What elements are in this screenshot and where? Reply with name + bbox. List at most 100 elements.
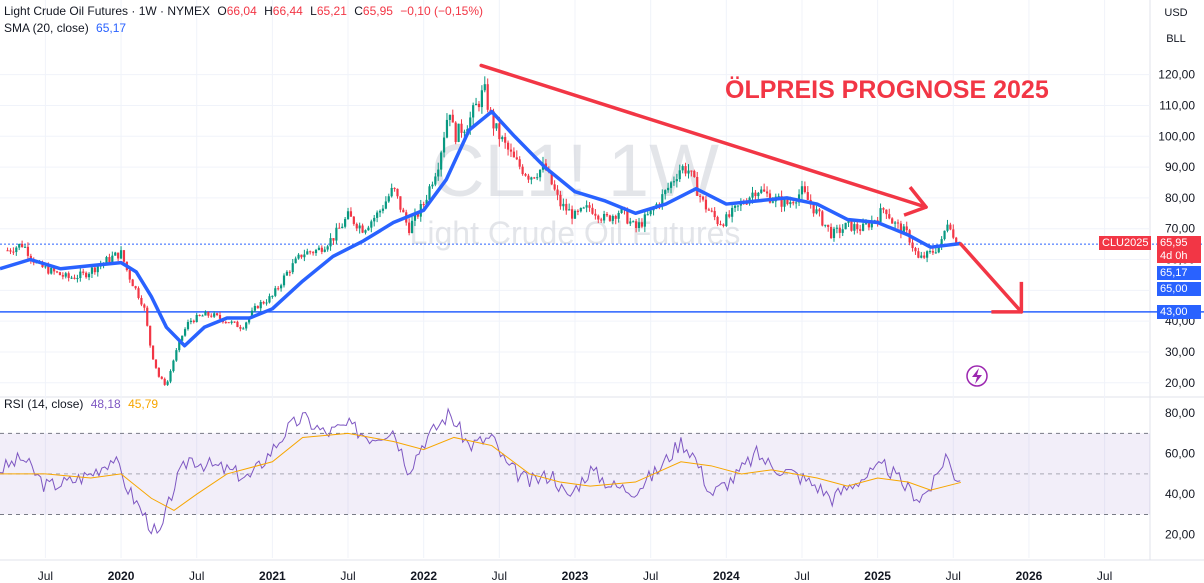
- candle-body: [175, 350, 178, 361]
- candle-body: [67, 273, 70, 278]
- candle-body: [824, 224, 827, 226]
- candle-body: [885, 209, 888, 215]
- candle-body: [364, 230, 367, 233]
- candle-body: [509, 149, 513, 152]
- candle-body: [178, 340, 181, 351]
- candle-body: [384, 201, 387, 209]
- candle-body: [600, 219, 603, 221]
- candle-body: [704, 199, 708, 210]
- candle-body: [562, 203, 565, 207]
- candle-body: [576, 210, 580, 212]
- candle-body: [905, 226, 908, 231]
- lightning-icon: [966, 365, 988, 387]
- candle-body: [314, 249, 318, 254]
- forecast-arrow-line: [959, 242, 1024, 314]
- candle-body: [204, 311, 207, 316]
- lightning-icon-circle: [966, 365, 988, 387]
- candle-body: [47, 266, 50, 274]
- candle-body: [620, 207, 623, 213]
- currency-button[interactable]: USD: [1164, 7, 1188, 19]
- time-tick-label: Jul: [794, 569, 809, 583]
- candle-body: [58, 272, 62, 276]
- candle-body: [265, 302, 268, 304]
- candle-body: [844, 222, 847, 230]
- candle-body: [643, 214, 646, 227]
- candle-body: [751, 192, 754, 198]
- candle-body: [806, 192, 809, 200]
- candle-body: [108, 257, 111, 263]
- candle-body: [597, 215, 600, 220]
- high-label: H: [264, 4, 273, 18]
- resistance-trendline: [479, 63, 928, 209]
- candle-body: [422, 204, 425, 206]
- candle-body: [896, 222, 900, 224]
- candle-body: [835, 227, 838, 229]
- candle-body: [61, 275, 64, 277]
- candle-body: [707, 209, 710, 211]
- candle-body: [154, 359, 158, 368]
- candle-body: [710, 210, 713, 212]
- candle-body: [681, 166, 684, 171]
- candle-body: [792, 202, 795, 204]
- candle-body: [469, 117, 472, 130]
- candle-body: [376, 212, 379, 218]
- change-value: −0,10 (−0,15%): [400, 4, 484, 18]
- forecast-annotation: ÖLPREIS PROGNOSE 2025: [725, 75, 1049, 104]
- candle-body: [847, 221, 850, 223]
- candle-body: [763, 189, 766, 192]
- candle-body: [902, 226, 905, 234]
- candle-body: [733, 205, 737, 208]
- candle-body: [323, 249, 326, 252]
- level-43-tag: 43,00: [1157, 305, 1201, 319]
- unit-button[interactable]: BLL: [1166, 33, 1186, 45]
- time-tick-label: Jul: [643, 569, 658, 583]
- candle-body: [413, 213, 417, 221]
- candle-body: [210, 315, 213, 317]
- candle-body: [279, 285, 283, 289]
- candle-body: [128, 270, 131, 280]
- candle-body: [867, 223, 871, 228]
- candle-body: [672, 181, 676, 183]
- candle-body: [166, 381, 169, 385]
- candle-body: [565, 203, 568, 211]
- sma-legend[interactable]: SMA (20, close) 65,17: [4, 21, 130, 35]
- candle-body: [282, 275, 286, 286]
- candle-body: [591, 207, 594, 214]
- candle-body: [646, 214, 649, 216]
- candle-body: [70, 277, 73, 279]
- candle-body: [579, 207, 582, 212]
- low-value: 65,21: [316, 4, 347, 18]
- candle-body: [483, 84, 486, 91]
- candle-body: [533, 177, 536, 179]
- candle-body: [21, 243, 24, 247]
- candle-body: [527, 175, 530, 180]
- time-tick-label: Jul: [340, 569, 355, 583]
- rsi-legend[interactable]: RSI (14, close) 48,18 45,79: [4, 397, 162, 411]
- candle-body: [320, 247, 323, 252]
- sma-value: 65,17: [96, 21, 127, 35]
- candle-body: [215, 313, 219, 316]
- candle-body: [553, 184, 556, 190]
- candle-body: [29, 255, 32, 260]
- candle-body: [256, 306, 259, 309]
- time-tick-label: Jul: [189, 569, 204, 583]
- candle-body: [12, 251, 15, 253]
- candle-body: [291, 263, 294, 273]
- rsi-line: [0, 407, 961, 535]
- candle-body: [754, 192, 757, 197]
- candle-body: [274, 288, 277, 296]
- candle-body: [879, 208, 882, 222]
- candle-body: [140, 297, 143, 305]
- candle-body: [300, 254, 303, 258]
- rsi-ma-line: [0, 432, 961, 512]
- candle-body: [207, 311, 210, 316]
- time-tick-label: 2025: [864, 569, 891, 583]
- candle-body: [277, 288, 280, 290]
- candle-body: [518, 159, 521, 167]
- candle-body: [268, 296, 271, 303]
- candle-body: [309, 251, 312, 253]
- candle-body: [800, 186, 804, 195]
- candle-body: [64, 273, 67, 277]
- candle-body: [757, 192, 760, 197]
